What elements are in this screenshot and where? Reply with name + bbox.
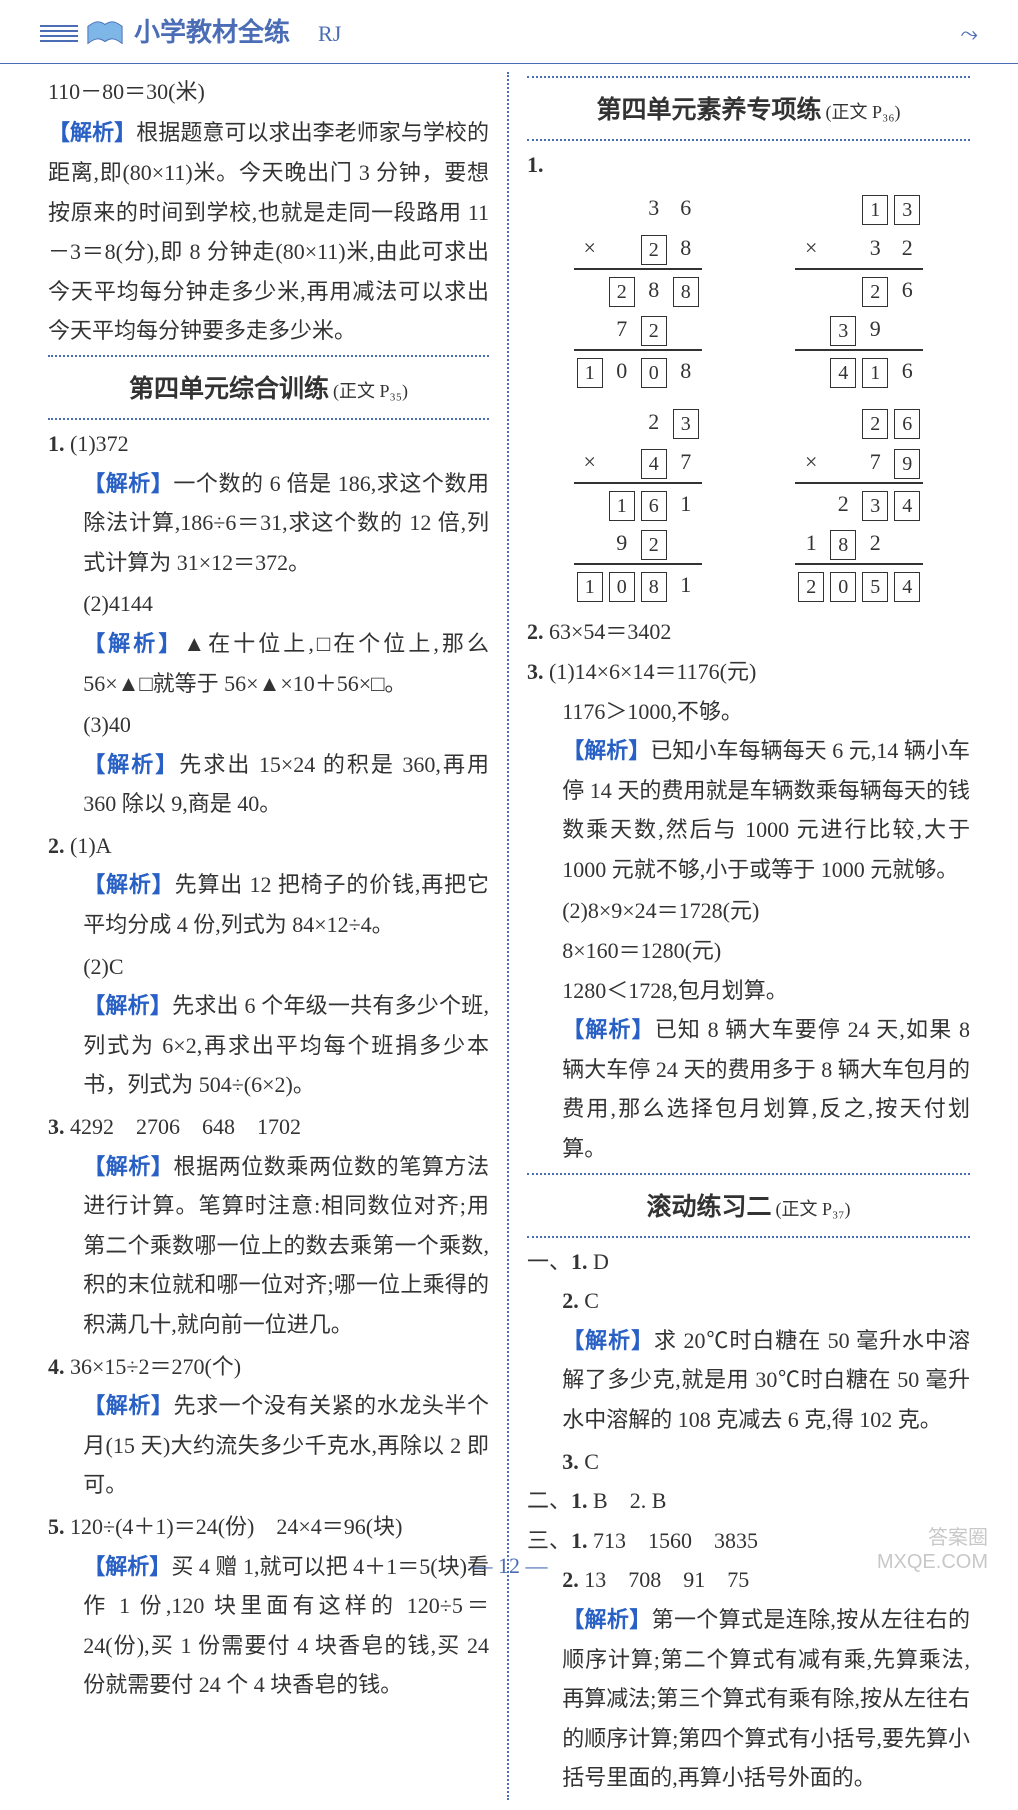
dotted-divider [48, 355, 489, 357]
book-icon [86, 18, 124, 48]
section-title: 滚动练习二 (正文 P₃₇) [527, 1185, 970, 1230]
question-line: 二、1. B 2. B [527, 1481, 970, 1521]
left-column: 110－80＝30(米) 【解析】根据题意可以求出李老师家与学校的距离,即(80… [38, 72, 509, 1800]
explanation-block: 【解析】求 20℃时白糖在 50 毫升水中溶解了多少克,就是用 30℃时白糖在 … [527, 1321, 970, 1440]
analysis-tag: 【解析】 [562, 738, 650, 763]
question-line: 3. 4292 2706 648 1702 [48, 1107, 489, 1147]
section-title: 第四单元素养专项练 (正文 P₃₆) [527, 88, 970, 133]
calc-row: 36 ×28 288 72 1008 13 ×32 26 39 416 [527, 184, 970, 398]
explanation-block: 【解析】先求出 15×24 的积是 360,再用 360 除以 9,商是 40。 [48, 745, 489, 824]
calc-row: 23 ×47 161 92 1081 26 ×79 234 182 2054 [527, 398, 970, 612]
formula-line: 110－80＝30(米) [48, 72, 489, 112]
question-line: 4. 36×15÷2＝270(个) [48, 1347, 489, 1387]
header-title: 小学教材全练 [134, 10, 290, 57]
question-line: 1176＞1000,不够。 [527, 692, 970, 732]
section-title: 第四单元综合训练 (正文 P₃₅) [48, 367, 489, 412]
question-line: (3)40 [48, 705, 489, 745]
dotted-divider [527, 139, 970, 141]
watermark: 答案圈 MXQE.COM [877, 1526, 988, 1574]
question-line: 一、1. D [527, 1242, 970, 1282]
question-line: 2. (1)A [48, 826, 489, 866]
analysis-tag: 【解析】 [83, 471, 173, 496]
page-number: — 12 — [0, 1546, 1018, 1586]
explanation-block: 【解析】先求出 6 个年级一共有多少个班,列式为 6×2,再求出平均每个班捐多少… [48, 986, 489, 1105]
explanation-block: 【解析】先求一个没有关紧的水龙头半个月(15 天)大约流失多少千克水,再除以 2… [48, 1386, 489, 1505]
question-line: 3. (1)14×6×14＝1176(元) [527, 652, 970, 692]
analysis-tag: 【解析】 [562, 1607, 651, 1632]
analysis-tag: 【解析】 [83, 993, 172, 1018]
question-line: 1. (1)372 [48, 424, 489, 464]
question-line: 2. 63×54＝3402 [527, 612, 970, 652]
header-code: RJ [318, 14, 341, 54]
analysis-tag: 【解析】 [83, 1393, 173, 1418]
explanation-block: 【解析】一个数的 6 倍是 186,求这个数用除法计算,186÷6＝31,求这个… [48, 464, 489, 583]
analysis-tag: 【解析】 [48, 120, 136, 145]
multiplication-work: 13 ×32 26 39 416 [795, 188, 923, 390]
dotted-divider [527, 76, 970, 78]
explanation-block: 【解析】先算出 12 把椅子的价钱,再把它平均分成 4 份,列式为 84×12÷… [48, 865, 489, 944]
multiplication-work: 23 ×47 161 92 1081 [574, 402, 702, 604]
explanation-block: 【解析】▲在十位上,□在个位上,那么 56×▲□就等于 56×▲×10＋56×□… [48, 624, 489, 703]
question-line: 5. 120÷(4＋1)＝24(份) 24×4＝96(块) [48, 1507, 489, 1547]
analysis-tag: 【解析】 [83, 1154, 173, 1179]
dotted-divider [48, 418, 489, 420]
analysis-tag: 【解析】 [83, 631, 183, 656]
explanation-block: 【解析】第一个算式是连除,按从左往右的顺序计算;第二个算式有减有乘,先算乘法,再… [527, 1600, 970, 1798]
multiplication-work: 26 ×79 234 182 2054 [795, 402, 923, 604]
header-rule-icon [40, 25, 78, 42]
analysis-tag: 【解析】 [562, 1017, 655, 1042]
section-title-text: 第四单元综合训练 [129, 367, 329, 412]
header-decoration: ⤳ [960, 14, 978, 54]
page-header: 小学教材全练 RJ ⤳ [0, 0, 1018, 64]
question-line: 1. [527, 145, 970, 185]
explanation-block: 【解析】已知小车每辆每天 6 元,14 辆小车停 14 天的费用就是车辆数乘每辆… [527, 731, 970, 889]
explanation-block: 【解析】已知 8 辆大车要停 24 天,如果 8 辆大车停 24 天的费用多于 … [527, 1010, 970, 1168]
analysis-tag: 【解析】 [83, 872, 174, 897]
question-line: 1280＜1728,包月划算。 [527, 971, 970, 1011]
explanation-block: 【解析】根据两位数乘两位数的笔算方法进行计算。笔算时注意:相同数位对齐;用第二个… [48, 1147, 489, 1345]
dotted-divider [527, 1236, 970, 1238]
question-line: (2)4144 [48, 584, 489, 624]
dotted-divider [527, 1173, 970, 1175]
question-line: (2)C [48, 947, 489, 987]
explanation-text: 根据题意可以求出李老师家与学校的距离,即(80×11)米。今天晚出门 3 分钟，… [48, 120, 489, 343]
explanation-block: 【解析】根据题意可以求出李老师家与学校的距离,即(80×11)米。今天晚出门 3… [48, 113, 489, 351]
question-line: (2)8×9×24＝1728(元) [527, 891, 970, 931]
multiplication-work: 36 ×28 288 72 1008 [574, 188, 702, 390]
analysis-tag: 【解析】 [83, 752, 179, 777]
question-line: 3. C [527, 1442, 970, 1482]
question-line: 2. C [527, 1281, 970, 1321]
question-line: 8×160＝1280(元) [527, 931, 970, 971]
analysis-tag: 【解析】 [562, 1328, 654, 1353]
section-ref: (正文 P₃₅) [333, 375, 408, 407]
